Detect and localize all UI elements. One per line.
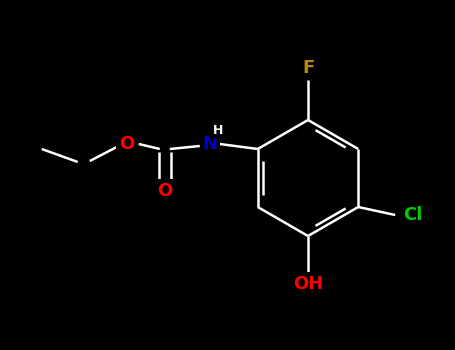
Text: F: F — [302, 59, 314, 77]
Text: N: N — [202, 135, 217, 153]
Text: H: H — [212, 124, 223, 136]
Text: O: O — [119, 135, 134, 153]
Text: OH: OH — [293, 275, 323, 293]
Text: O: O — [157, 182, 172, 200]
Text: Cl: Cl — [404, 206, 423, 224]
